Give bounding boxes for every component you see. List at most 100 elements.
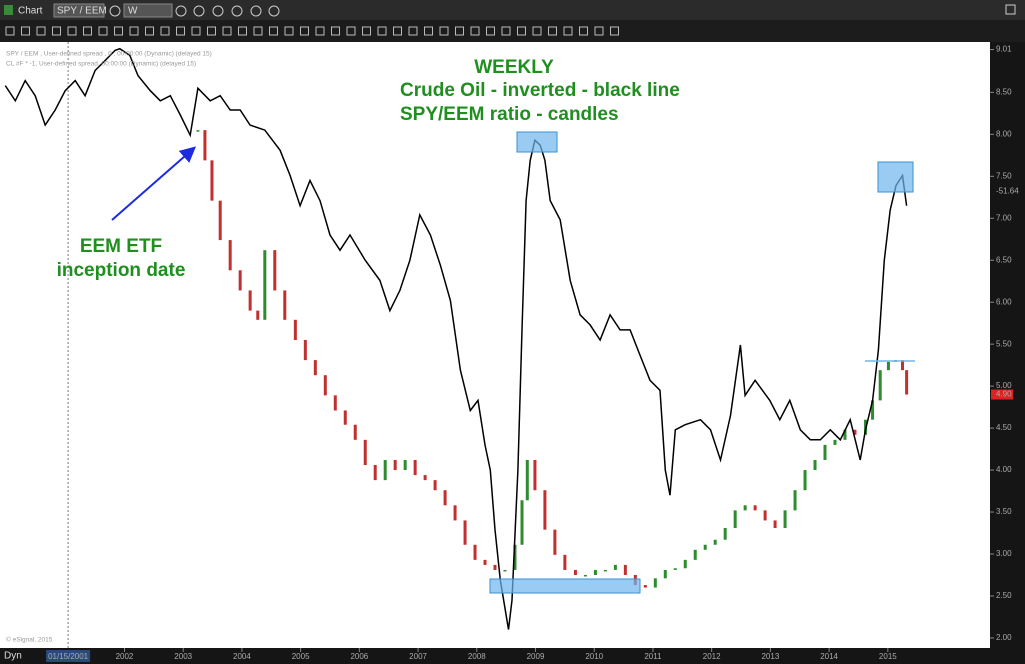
candle: [886, 361, 890, 371]
x-tick-label: 2002: [116, 652, 134, 661]
x-tick-label: 2009: [527, 652, 545, 661]
tool-icon[interactable]: [408, 26, 418, 36]
tool-icon[interactable]: [579, 26, 588, 36]
tool[interactable]: [250, 5, 262, 17]
tool-icon[interactable]: [486, 26, 495, 36]
tool-icon[interactable]: [253, 26, 263, 36]
candle: [423, 475, 427, 481]
tool-icon[interactable]: [393, 26, 402, 36]
tool-icon[interactable]: [160, 26, 170, 36]
candle: [593, 569, 597, 575]
tool[interactable]: [175, 5, 187, 17]
tool-icon[interactable]: [98, 26, 108, 36]
interval: W: [128, 6, 138, 17]
x-tick-label: 2010: [585, 652, 603, 661]
candle: [228, 240, 232, 271]
candle: [256, 310, 260, 320]
tool-icon[interactable]: [610, 26, 619, 36]
tool-icon[interactable]: [67, 26, 77, 36]
candle: [703, 544, 707, 550]
tool-icon[interactable]: [377, 26, 387, 36]
tool-icon[interactable]: [145, 26, 154, 36]
tool-icon[interactable]: [191, 26, 201, 36]
x-tick-label: 2014: [820, 652, 838, 661]
tool-icon[interactable]: [517, 26, 526, 36]
candle: [843, 429, 847, 440]
tool[interactable]: [231, 5, 243, 17]
candle: [293, 319, 297, 340]
tool-icon[interactable]: [207, 26, 216, 36]
candle: [833, 439, 837, 445]
candle: [653, 578, 657, 588]
tool-icon[interactable]: [36, 26, 46, 36]
candle: [443, 490, 447, 506]
candle: [803, 470, 807, 491]
tool-icon[interactable]: [532, 26, 542, 36]
candle: [303, 339, 307, 361]
candle: [813, 459, 817, 471]
tool-icon[interactable]: [284, 26, 294, 36]
tool-icon[interactable]: [362, 26, 371, 36]
tool-icon[interactable]: [114, 26, 123, 36]
tool-icon[interactable]: [331, 26, 340, 36]
tool-icon[interactable]: [300, 26, 309, 36]
tool[interactable]: [193, 5, 205, 17]
candle: [520, 500, 524, 545]
x-tick-label: 2008: [468, 652, 486, 661]
y-tick-label: 6.00: [996, 297, 1012, 306]
tool-icon[interactable]: [501, 26, 511, 36]
tool-icon[interactable]: [176, 26, 185, 36]
tool-icon[interactable]: [424, 26, 433, 36]
candle: [643, 585, 647, 588]
y-tick-label: 3.00: [996, 549, 1012, 558]
tool-icon[interactable]: [594, 26, 604, 36]
tool-icon[interactable]: [222, 26, 232, 36]
annotation: inception date: [57, 260, 186, 281]
x-tick-label: 2015: [879, 652, 897, 661]
candle: [403, 459, 407, 471]
candle: [503, 569, 507, 572]
candle: [823, 444, 827, 460]
tool-icon[interactable]: [548, 26, 557, 36]
x-tick-label: 2004: [233, 652, 251, 661]
candle: [723, 527, 727, 540]
tool-icon[interactable]: [315, 26, 325, 36]
candle: [783, 510, 787, 528]
tool-icon[interactable]: [238, 26, 247, 36]
price-axis: [990, 42, 1025, 648]
candle: [693, 549, 697, 560]
symbol-box[interactable]: [53, 3, 105, 18]
tool-icon[interactable]: [83, 26, 92, 36]
candle: [218, 200, 222, 241]
search-button[interactable]: [109, 5, 121, 17]
candle: [871, 400, 875, 420]
tool[interactable]: [268, 5, 280, 17]
candle: [513, 544, 517, 570]
tool-icon[interactable]: [52, 26, 61, 36]
y-tick-label: 4.00: [996, 465, 1012, 474]
candle: [673, 568, 677, 570]
symbol: SPY / EEM: [57, 6, 107, 17]
x-tick-label: 2011: [644, 652, 662, 661]
tool-icon[interactable]: [470, 26, 480, 36]
tool-icon[interactable]: [455, 26, 464, 36]
candle: [713, 539, 717, 545]
tool-icon[interactable]: [346, 26, 356, 36]
y-tick-label: 3.50: [996, 507, 1012, 516]
tool-icon[interactable]: [5, 26, 15, 36]
candle: [533, 459, 537, 491]
window-button[interactable]: [1005, 4, 1016, 15]
tool-icon[interactable]: [439, 26, 449, 36]
interval-box[interactable]: [123, 3, 173, 18]
candle: [773, 520, 777, 528]
tool[interactable]: [212, 5, 224, 17]
x-tick-label: 2012: [703, 652, 721, 661]
status: Dyn: [4, 651, 22, 662]
tool-icon[interactable]: [269, 26, 278, 36]
tool-icon[interactable]: [129, 26, 139, 36]
tool-icon[interactable]: [21, 26, 30, 36]
cursor-label-box: [46, 650, 91, 662]
candle: [853, 429, 857, 435]
candle: [623, 564, 627, 575]
tool-icon[interactable]: [563, 26, 573, 36]
